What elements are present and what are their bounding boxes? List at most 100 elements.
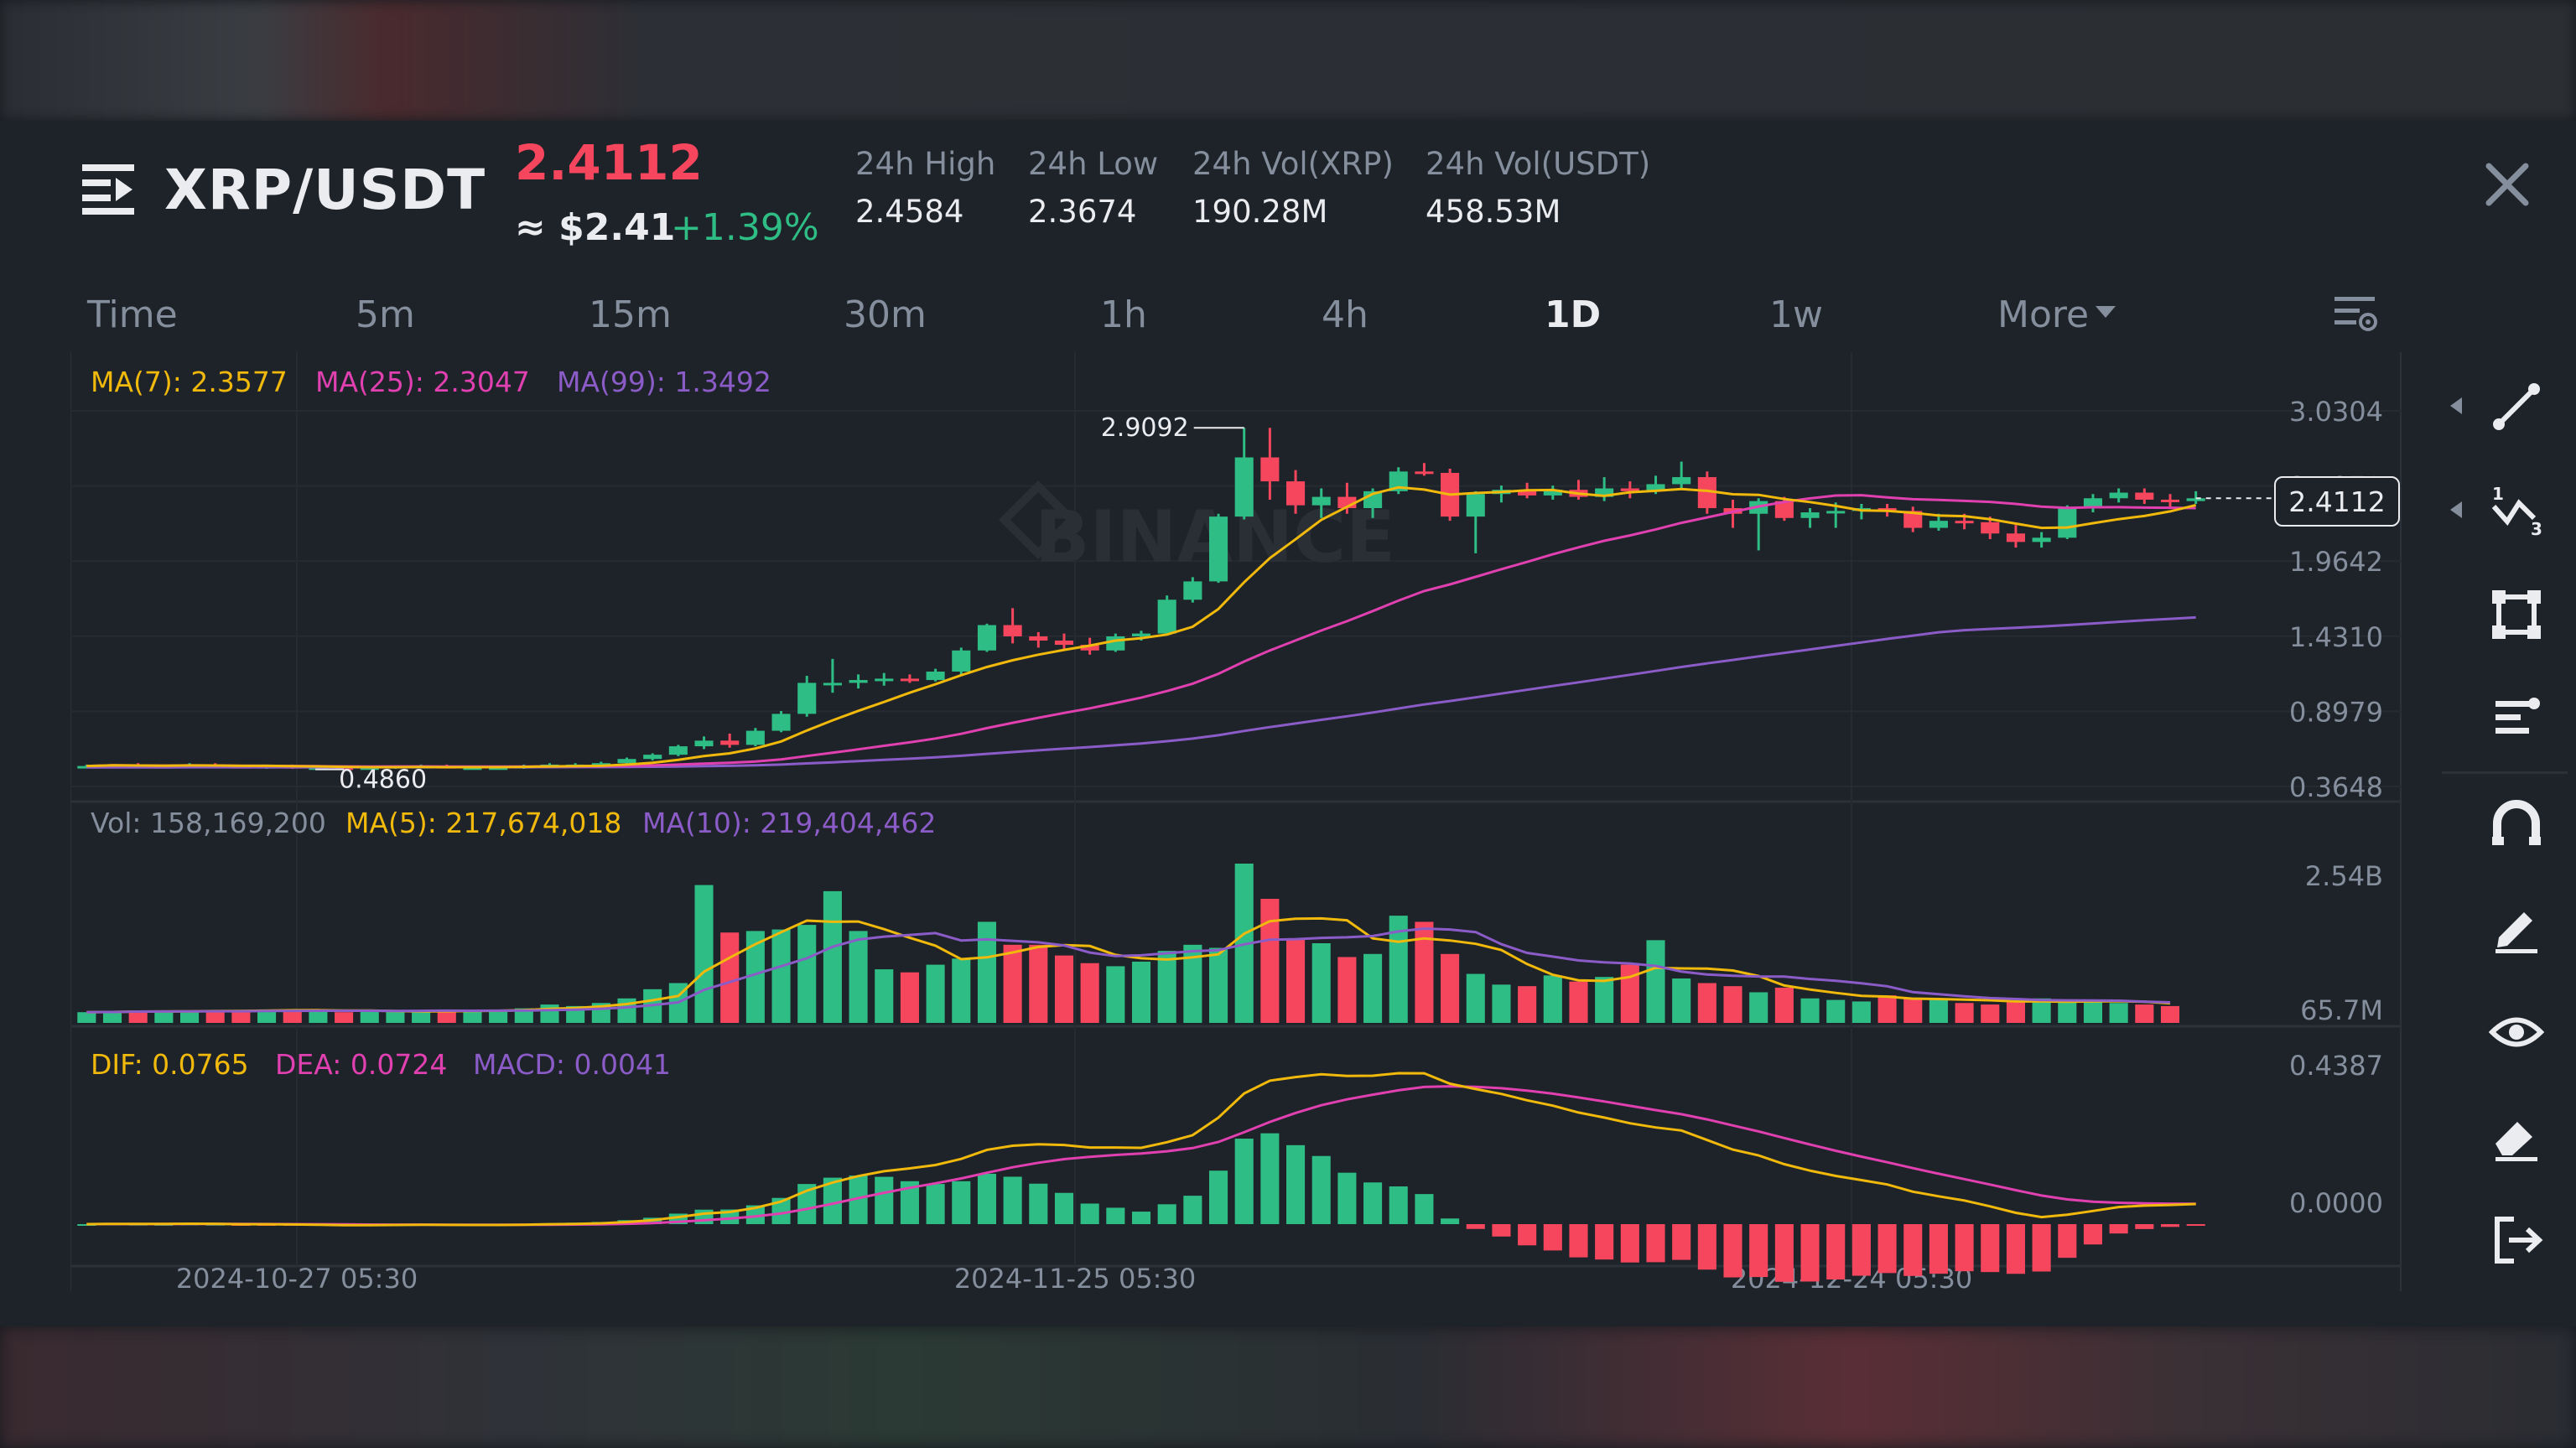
tab-time[interactable]: Time bbox=[87, 293, 178, 336]
stat-label: 24h Low bbox=[1028, 146, 1159, 182]
legend-ma99: MA(99): 1.3492 bbox=[557, 366, 771, 398]
expand-arrow-icon[interactable] bbox=[2450, 397, 2462, 414]
tab-30m[interactable]: 30m bbox=[844, 293, 927, 336]
tab-more[interactable]: More bbox=[1997, 293, 2116, 336]
volume-bar bbox=[1903, 998, 1923, 1023]
macd-histogram-bar bbox=[1441, 1218, 1460, 1224]
macd-histogram-bar bbox=[1723, 1224, 1742, 1278]
candle-body bbox=[1311, 496, 1331, 506]
magnet-icon[interactable] bbox=[2487, 795, 2546, 854]
macd-histogram-bar bbox=[1518, 1224, 1537, 1246]
price-axis-label: 1.9642 bbox=[2289, 546, 2383, 578]
tab-4h[interactable]: 4h bbox=[1322, 293, 1368, 336]
macd-histogram-bar bbox=[1800, 1224, 1820, 1282]
eraser-icon[interactable] bbox=[2487, 1107, 2546, 1165]
candle-body bbox=[1800, 512, 1820, 518]
candle-body bbox=[849, 680, 868, 683]
trading-pair[interactable]: XRP/USDT bbox=[164, 158, 486, 222]
volume-bar bbox=[514, 1008, 533, 1023]
candle-body bbox=[617, 759, 636, 764]
legend-ma7: MA(7): 2.3577 bbox=[91, 366, 288, 398]
volume-bar bbox=[335, 1012, 354, 1023]
trend-line-icon[interactable] bbox=[2487, 377, 2546, 436]
volume-axis-label: 65.7M bbox=[2300, 994, 2383, 1026]
macd-histogram-bar bbox=[952, 1181, 971, 1224]
macd-histogram-bar bbox=[1157, 1204, 1176, 1224]
macd-histogram-bar bbox=[1311, 1155, 1331, 1224]
pen-icon[interactable] bbox=[2487, 899, 2546, 958]
macd-histogram-bar bbox=[1929, 1224, 1948, 1274]
volume-bar bbox=[1852, 1001, 1871, 1023]
candle-body bbox=[1208, 516, 1228, 582]
volume-bar bbox=[1260, 899, 1280, 1023]
time-axis-label: 2024-10-27 05:30 bbox=[176, 1263, 418, 1291]
volume-bar bbox=[2160, 1005, 2180, 1023]
time-axis-label: 2024-11-25 05:30 bbox=[954, 1263, 1196, 1291]
volume-bar bbox=[1774, 987, 1794, 1023]
volume-bar bbox=[1826, 999, 1846, 1023]
candle-body bbox=[694, 740, 714, 747]
volume-bar bbox=[283, 1009, 302, 1023]
candle-body bbox=[1518, 490, 1537, 496]
macd-histogram-bar bbox=[1415, 1194, 1434, 1224]
tab-1h[interactable]: 1h bbox=[1100, 293, 1147, 336]
volume-bar bbox=[771, 929, 791, 1023]
legend-ma25: MA(25): 2.3047 bbox=[315, 366, 530, 398]
low-price-label: 0.4860 bbox=[339, 766, 427, 795]
candlestick-chart[interactable]: BINANCE3.03042.49731.96421.43100.89790.3… bbox=[70, 352, 2402, 1291]
volume-bar bbox=[2109, 1003, 2128, 1023]
candle-body bbox=[1955, 521, 1974, 524]
volume-axis-label: 2.54B bbox=[2305, 860, 2383, 892]
tab-1d[interactable]: 1D bbox=[1545, 293, 1602, 336]
exit-icon[interactable] bbox=[2487, 1211, 2546, 1269]
volume-bar bbox=[2135, 1004, 2154, 1023]
candle-body bbox=[2186, 498, 2205, 501]
fib-retracement-icon[interactable] bbox=[2487, 689, 2546, 748]
macd-histogram-bar bbox=[1337, 1172, 1357, 1224]
volume-bar bbox=[540, 1004, 559, 1023]
rectangle-icon[interactable] bbox=[2487, 585, 2546, 644]
candle-body bbox=[1646, 484, 1665, 491]
volume-bar bbox=[1955, 1003, 1974, 1023]
menu-icon[interactable] bbox=[82, 163, 138, 215]
current-price-tag: 2.4112 bbox=[2274, 476, 2400, 527]
volume-bar bbox=[2058, 1001, 2077, 1023]
volume-bar bbox=[1208, 947, 1228, 1023]
macd-histogram-bar bbox=[1003, 1176, 1022, 1224]
volume-bar bbox=[1929, 999, 1948, 1023]
tab-5m[interactable]: 5m bbox=[356, 293, 415, 336]
volume-bar bbox=[1981, 1004, 2000, 1023]
volume-bar bbox=[875, 969, 894, 1023]
candle-body bbox=[1595, 488, 1614, 497]
volume-bar bbox=[1620, 964, 1639, 1023]
volume-bar bbox=[179, 1010, 200, 1023]
candle-body bbox=[1620, 488, 1639, 491]
candle-body bbox=[2006, 533, 2025, 542]
volume-bar bbox=[1800, 998, 1820, 1023]
volume-bar bbox=[257, 1009, 277, 1023]
candle-body bbox=[2109, 492, 2128, 499]
candle-body bbox=[1981, 522, 2000, 534]
tab-1w[interactable]: 1w bbox=[1769, 293, 1823, 336]
candle-body bbox=[463, 767, 482, 771]
volume-bar bbox=[1415, 921, 1434, 1023]
stat-value: 190.28M bbox=[1192, 194, 1328, 230]
svg-text:3: 3 bbox=[2531, 519, 2542, 539]
macd-histogram-bar bbox=[2186, 1224, 2205, 1226]
macd-histogram-bar bbox=[1852, 1224, 1871, 1276]
chart-settings-icon[interactable] bbox=[2333, 293, 2380, 335]
volume-bar bbox=[1518, 986, 1537, 1023]
volume-bar bbox=[1697, 983, 1716, 1023]
macd-histogram-bar bbox=[1234, 1139, 1254, 1224]
eye-icon[interactable] bbox=[2487, 1003, 2546, 1061]
macd-histogram-bar bbox=[694, 1209, 714, 1224]
price-axis-label: 1.4310 bbox=[2289, 621, 2383, 653]
macd-histogram-bar bbox=[1080, 1203, 1099, 1224]
volume-bar bbox=[720, 932, 740, 1023]
expand-arrow-icon[interactable] bbox=[2450, 501, 2462, 518]
close-icon[interactable] bbox=[2482, 159, 2532, 210]
tab-15m[interactable]: 15m bbox=[589, 293, 672, 336]
price-change: +1.39% bbox=[671, 206, 819, 249]
macd-axis-label: 0.4387 bbox=[2289, 1050, 2383, 1082]
